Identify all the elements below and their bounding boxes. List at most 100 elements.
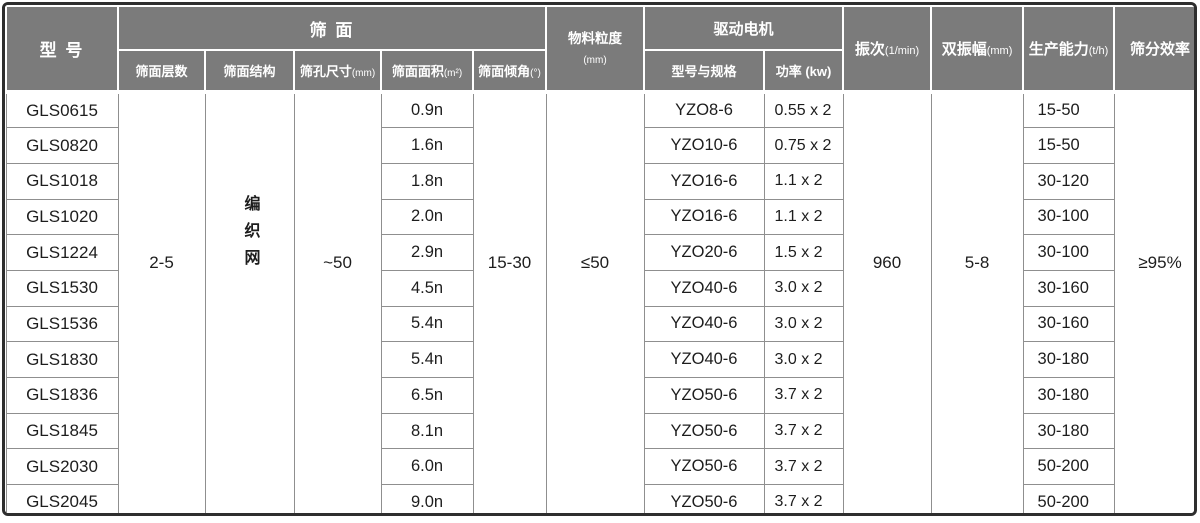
cell-model: GLS1530 [5,269,119,307]
cell-motor-power: 1.5 x 2 [763,234,844,271]
cell-capacity: 15-50 [1022,127,1115,164]
cell-motor-model: YZO40-6 [643,341,765,378]
cell-model: GLS2045 [5,484,119,513]
cell-motor-power: 1.1 x 2 [763,198,844,236]
cell-motor-power: 1.1 x 2 [763,162,844,200]
cell-screen-area: 5.4n [380,341,474,378]
header-efficiency: 筛分效率 [1113,5,1194,94]
cell-motor-model: YZO40-6 [643,269,765,307]
cell-capacity: 30-120 [1022,162,1115,200]
cell-mesh-size-merged: ~50 [293,91,382,513]
header-capacity-unit: (t/h) [1088,45,1109,57]
cell-model: GLS1845 [5,412,119,450]
header-vibration: 振次(1/min) [842,5,933,94]
cell-motor-model: YZO20-6 [643,234,765,271]
cell-screen-area: 6.0n [380,448,474,486]
header-screen-area-label: 筛面面积 [391,64,444,79]
vibrating-screen-spec-table: 型 号 筛 面 物料粒度 (mm) 驱动电机 振次(1/min) 双振幅(mm)… [5,5,1194,513]
cell-motor-model: YZO50-6 [643,484,765,513]
cell-screen-area: 9.0n [380,484,474,513]
table-row: GLS1536 5.4n YZO40-6 3.0 x 2 30-160 [5,305,1194,343]
header-mesh-size-label: 筛孔尺寸 [299,64,352,79]
table-row: GLS2045 9.0n YZO50-6 3.7 x 2 50-200 [5,484,1194,513]
cell-capacity: 30-100 [1022,198,1115,236]
cell-model: GLS1020 [5,198,119,236]
cell-model: GLS0615 [5,91,119,129]
cell-motor-model: YZO50-6 [643,377,765,414]
cell-motor-power: 3.0 x 2 [763,305,844,343]
cell-screen-area: 5.4n [380,305,474,343]
table-row: GLS1836 6.5n YZO50-6 3.7 x 2 30-180 [5,377,1194,414]
header-model: 型 号 [5,5,119,94]
cell-particle-size-merged: ≤50 [545,91,645,513]
header-screen-area-unit: (m²) [443,68,463,79]
cell-motor-model: YZO50-6 [643,448,765,486]
header-vibration-label: 振次 [854,41,885,58]
cell-model: GLS0820 [5,127,119,164]
cell-motor-power: 3.0 x 2 [763,341,844,378]
header-particle-size-label: 物料粒度 [568,30,623,46]
header-amplitude: 双振幅(mm) [930,5,1025,94]
cell-screen-area: 6.5n [380,377,474,414]
header-particle-size: 物料粒度 (mm) [545,5,646,94]
header-motor-model: 型号与规格 [643,49,766,94]
header-amplitude-unit: (mm) [986,45,1013,57]
cell-capacity: 50-200 [1022,448,1115,486]
cell-motor-model: YZO50-6 [643,412,765,450]
cell-amplitude-merged: 5-8 [930,91,1024,513]
cell-capacity: 30-180 [1022,412,1115,450]
spec-table: 型 号 筛 面 物料粒度 (mm) 驱动电机 振次(1/min) 双振幅(mm)… [2,2,1197,516]
cell-motor-power: 3.7 x 2 [763,412,844,450]
header-amplitude-label: 双振幅 [941,41,987,58]
header-mesh-size: 筛孔尺寸(mm) [293,49,382,94]
cell-capacity: 50-200 [1022,484,1115,513]
cell-screen-layers-merged: 2-5 [117,91,206,513]
header-screen-layers: 筛面层数 [117,49,206,94]
cell-model: GLS1224 [5,234,119,271]
table-row: GLS0820 1.6n YZO10-6 0.75 x 2 15-50 [5,127,1194,164]
header-screen-angle: 筛面倾角(°) [471,49,548,94]
cell-motor-model: YZO16-6 [643,198,765,236]
screen-structure-vertical-text: 编织网 [241,194,259,276]
cell-capacity: 30-180 [1022,341,1115,378]
cell-screen-area: 8.1n [380,412,474,450]
cell-model: GLS1836 [5,377,119,414]
header-vibration-unit: (1/min) [884,45,920,57]
cell-motor-power: 3.7 x 2 [763,448,844,486]
cell-motor-power: 3.0 x 2 [763,269,844,307]
cell-screen-area: 1.6n [380,127,474,164]
header-screen-area: 筛面面积(m²) [380,49,474,94]
cell-model: GLS2030 [5,448,119,486]
cell-efficiency-merged: ≥95% [1113,91,1194,513]
header-screen-angle-unit: (°) [530,68,541,79]
cell-capacity: 30-100 [1022,234,1115,271]
header-screen-angle-label: 筛面倾角 [478,64,531,79]
cell-screen-angle-merged: 15-30 [472,91,547,513]
header-motor-power: 功率 (kw) [763,49,845,94]
cell-motor-model: YZO10-6 [643,127,765,164]
cell-motor-power: 3.7 x 2 [763,377,844,414]
header-capacity-label: 生产能力 [1028,41,1089,58]
cell-screen-area: 2.9n [380,234,474,271]
cell-capacity: 30-160 [1022,305,1115,343]
table-row: GLS1830 5.4n YZO40-6 3.0 x 2 30-180 [5,341,1194,378]
cell-vibration-merged: 960 [842,91,932,513]
header-capacity: 生产能力(t/h) [1022,5,1116,94]
cell-motor-power: 0.55 x 2 [763,91,844,129]
cell-capacity: 15-50 [1022,91,1115,129]
cell-screen-structure-merged: 编织网 [204,91,295,513]
cell-motor-power: 0.75 x 2 [763,127,844,164]
cell-screen-area: 1.8n [380,162,474,200]
header-screen-structure: 筛面结构 [204,49,295,94]
header-motor-group: 驱动电机 [643,5,845,51]
table-row: GLS1530 4.5n YZO40-6 3.0 x 2 30-160 [5,269,1194,307]
cell-model: GLS1018 [5,162,119,200]
table-row: GLS2030 6.0n YZO50-6 3.7 x 2 50-200 [5,448,1194,486]
table-row: GLS1020 2.0n YZO16-6 1.1 x 2 30-100 [5,198,1194,236]
cell-screen-area: 2.0n [380,198,474,236]
cell-motor-model: YZO8-6 [643,91,765,129]
cell-capacity: 30-180 [1022,377,1115,414]
cell-motor-model: YZO40-6 [643,305,765,343]
header-screen-group: 筛 面 [116,5,548,51]
table-row: GLS1018 1.8n YZO16-6 1.1 x 2 30-120 [5,162,1194,200]
